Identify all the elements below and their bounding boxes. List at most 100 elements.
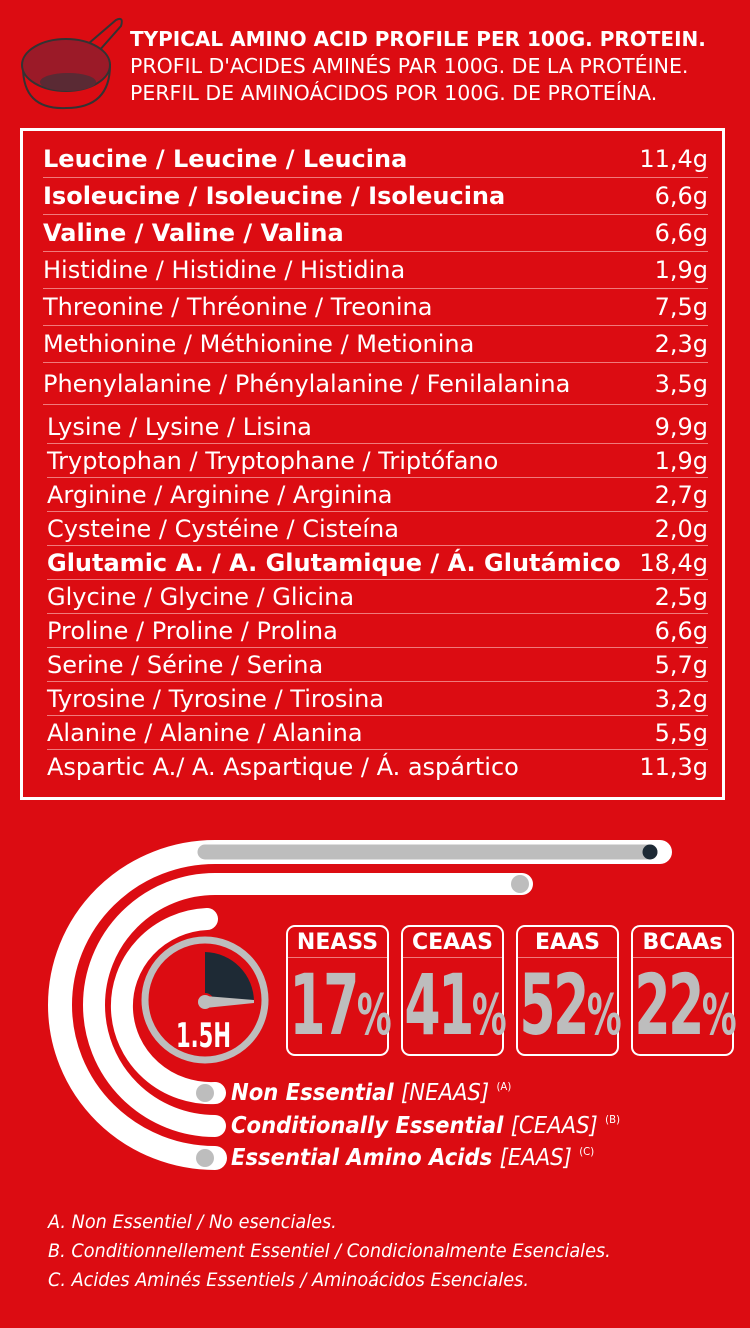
stat-box-bcaas: BCAAs 22% (631, 925, 737, 1056)
amino-acid-name: Aspartic A./ A. Aspartique / Á. aspártic… (47, 753, 519, 781)
amino-acid-table: Leucine / Leucine / Leucina 11,4g Isoleuci… (20, 128, 725, 800)
amino-acid-value: 2,3g (654, 330, 708, 358)
amino-acid-name: Threonine / Thréonine / Treonina (43, 293, 433, 321)
amino-acid-row: Glutamic A. / A. Glutamique / Á. Glutámi… (47, 546, 708, 580)
percent-sign: % (471, 983, 507, 1048)
amino-acid-name: Cysteine / Cystéine / Cisteína (47, 514, 399, 543)
legend-item: Essential Amino Acids [EAAS] (C) (231, 1145, 594, 1171)
stat-box-neass: NEASS 17% (286, 925, 392, 1056)
amino-acid-value: 1,9g (654, 256, 708, 284)
amino-acid-name: Valine / Valine / Valina (43, 219, 344, 247)
legend-ref: (B) (605, 1113, 621, 1126)
percent-sign: % (356, 983, 392, 1048)
amino-acid-value: 2,0g (654, 514, 708, 543)
title-fr: PROFIL D'ACIDES AMINÉS PAR 100G. DE LA P… (130, 54, 689, 78)
amino-acid-value: 5,7g (654, 650, 708, 679)
middle-bar-end-dot (511, 875, 529, 893)
amino-acid-name: Serine / Sérine / Serina (47, 650, 324, 679)
amino-acid-value: 7,5g (654, 293, 708, 321)
legend-text: Essential Amino Acids (231, 1145, 493, 1171)
amino-acid-row: Threonine / Thréonine / Treonina 7,5g (43, 289, 708, 326)
decorative-arcs (48, 840, 672, 1170)
amino-acid-row: Cysteine / Cystéine / Cisteína 2,0g (47, 512, 708, 546)
measuring-scoop-icon (21, 17, 123, 110)
legend-ref: (A) (496, 1080, 512, 1093)
stat-label: NEASS (288, 927, 387, 958)
legend-ref: (C) (579, 1145, 595, 1158)
header: TYPICAL AMINO ACID PROFILE PER 100G. PRO… (130, 26, 706, 107)
amino-acid-row: Leucine / Leucine / Leucina 11,4g (43, 141, 708, 178)
amino-acid-row: Valine / Valine / Valina 6,6g (43, 215, 708, 252)
legend-dot-eaas (196, 1149, 214, 1167)
stat-box-ceaas: CEAAS 41% (401, 925, 507, 1056)
footnote-c: C. Acides Aminés Essentiels / Aminoácido… (48, 1269, 529, 1291)
amino-acid-row: Lysine / Lysine / Lisina 9,9g (47, 410, 708, 444)
stat-label: CEAAS (403, 927, 502, 958)
amino-acid-name: Proline / Proline / Prolina (47, 616, 338, 645)
percent-sign: % (701, 983, 737, 1048)
amino-acid-value: 3,5g (654, 369, 708, 398)
title-en: TYPICAL AMINO ACID PROFILE PER 100G. PRO… (130, 27, 706, 51)
inner-arc (110, 908, 226, 1105)
title-es: PERFIL DE AMINOÁCIDOS POR 100G. DE PROTE… (130, 81, 658, 105)
amino-acid-value: 5,5g (654, 718, 708, 747)
amino-acid-value: 6,6g (654, 219, 708, 247)
amino-acid-name: Glycine / Glycine / Glicina (47, 582, 355, 611)
stopwatch-icon (141, 936, 269, 1064)
stat-value: 22% (634, 956, 737, 1054)
amino-acid-value: 2,7g (654, 480, 708, 509)
amino-acid-name: Glutamic A. / A. Glutamique / Á. Glutámi… (47, 548, 621, 577)
footnote-a: A. Non Essentiel / No esenciales. (48, 1211, 337, 1233)
legend-abbr: [NEAAS] (401, 1080, 490, 1106)
stat-value: 52% (519, 956, 622, 1054)
footnotes: A. Non Essentiel / No esenciales. B. Con… (48, 1208, 611, 1295)
amino-acid-row: Histidine / Histidine / Histidina 1,9g (43, 252, 708, 289)
amino-acid-value: 11,4g (639, 145, 708, 173)
legend-item: Conditionally Essential [CEAAS] (B) (231, 1113, 620, 1139)
middle-arc (83, 873, 533, 1137)
amino-acid-name: Tyrosine / Tyrosine / Tirosina (47, 684, 384, 713)
amino-acid-name: Methionine / Méthionine / Metionina (43, 330, 475, 358)
stat-label: EAAS (518, 927, 617, 958)
amino-acid-row: Serine / Sérine / Serina 5,7g (47, 648, 708, 682)
amino-acid-name: Alanine / Alanine / Alanina (47, 718, 363, 747)
amino-acid-row: Tryptophan / Tryptophane / Triptófano 1,9… (47, 444, 708, 478)
amino-acid-row: Phenylalanine / Phénylalanine / Fenilala… (43, 363, 708, 405)
amino-acid-row: Aspartic A./ A. Aspartique / Á. aspártic… (47, 750, 708, 784)
amino-acid-name: Phenylalanine / Phénylalanine / Fenilala… (43, 369, 571, 398)
amino-acid-row: Alanine / Alanine / Alanina 5,5g (47, 716, 708, 750)
amino-acid-value: 2,5g (654, 582, 708, 611)
legend-text: Conditionally Essential (231, 1113, 504, 1139)
legend-item: Non Essential [NEAAS] (A) (231, 1080, 511, 1106)
amino-acid-name: Isoleucine / Isoleucine / Isoleucina (43, 182, 506, 210)
timer-label: 1.5H (176, 1016, 231, 1056)
amino-acid-value: 6,6g (654, 182, 708, 210)
legend-text: Non Essential (231, 1080, 394, 1106)
legend-abbr: [EAAS] (499, 1145, 572, 1171)
amino-acid-row: Methionine / Méthionine / Metionina 2,3g (43, 326, 708, 363)
amino-acid-value: 3,2g (654, 684, 708, 713)
amino-acid-row: Arginine / Arginine / Arginina 2,7g (47, 478, 708, 512)
stat-value: 41% (404, 956, 507, 1054)
stat-value: 17% (289, 956, 392, 1054)
amino-acid-name: Histidine / Histidine / Histidina (43, 256, 406, 284)
amino-acid-name: Lysine / Lysine / Lisina (47, 412, 312, 441)
legend-dot-neaas (196, 1084, 214, 1102)
amino-acid-name: Leucine / Leucine / Leucina (43, 145, 408, 173)
amino-acid-value: 18,4g (639, 548, 708, 577)
percent-sign: % (586, 983, 622, 1048)
stat-box-eaas: EAAS 52% (516, 925, 622, 1056)
amino-acid-value: 11,3g (639, 753, 708, 781)
amino-acid-value: 6,6g (654, 616, 708, 645)
amino-acid-row: Isoleucine / Isoleucine / Isoleucina 6,6g (43, 178, 708, 215)
amino-acid-name: Arginine / Arginine / Arginina (47, 480, 393, 509)
footnote-b: B. Conditionnellement Essentiel / Condic… (48, 1240, 611, 1262)
legend-abbr: [CEAAS] (510, 1113, 598, 1139)
amino-acid-row: Glycine / Glycine / Glicina 2,5g (47, 580, 708, 614)
amino-acid-row: Tyrosine / Tyrosine / Tirosina 3,2g (47, 682, 708, 716)
amino-acid-value: 1,9g (654, 446, 708, 475)
amino-acid-value: 9,9g (654, 412, 708, 441)
outer-bar-end-dot (642, 844, 658, 860)
stat-label: BCAAs (633, 927, 732, 958)
amino-acid-row: Proline / Proline / Prolina 6,6g (47, 614, 708, 648)
